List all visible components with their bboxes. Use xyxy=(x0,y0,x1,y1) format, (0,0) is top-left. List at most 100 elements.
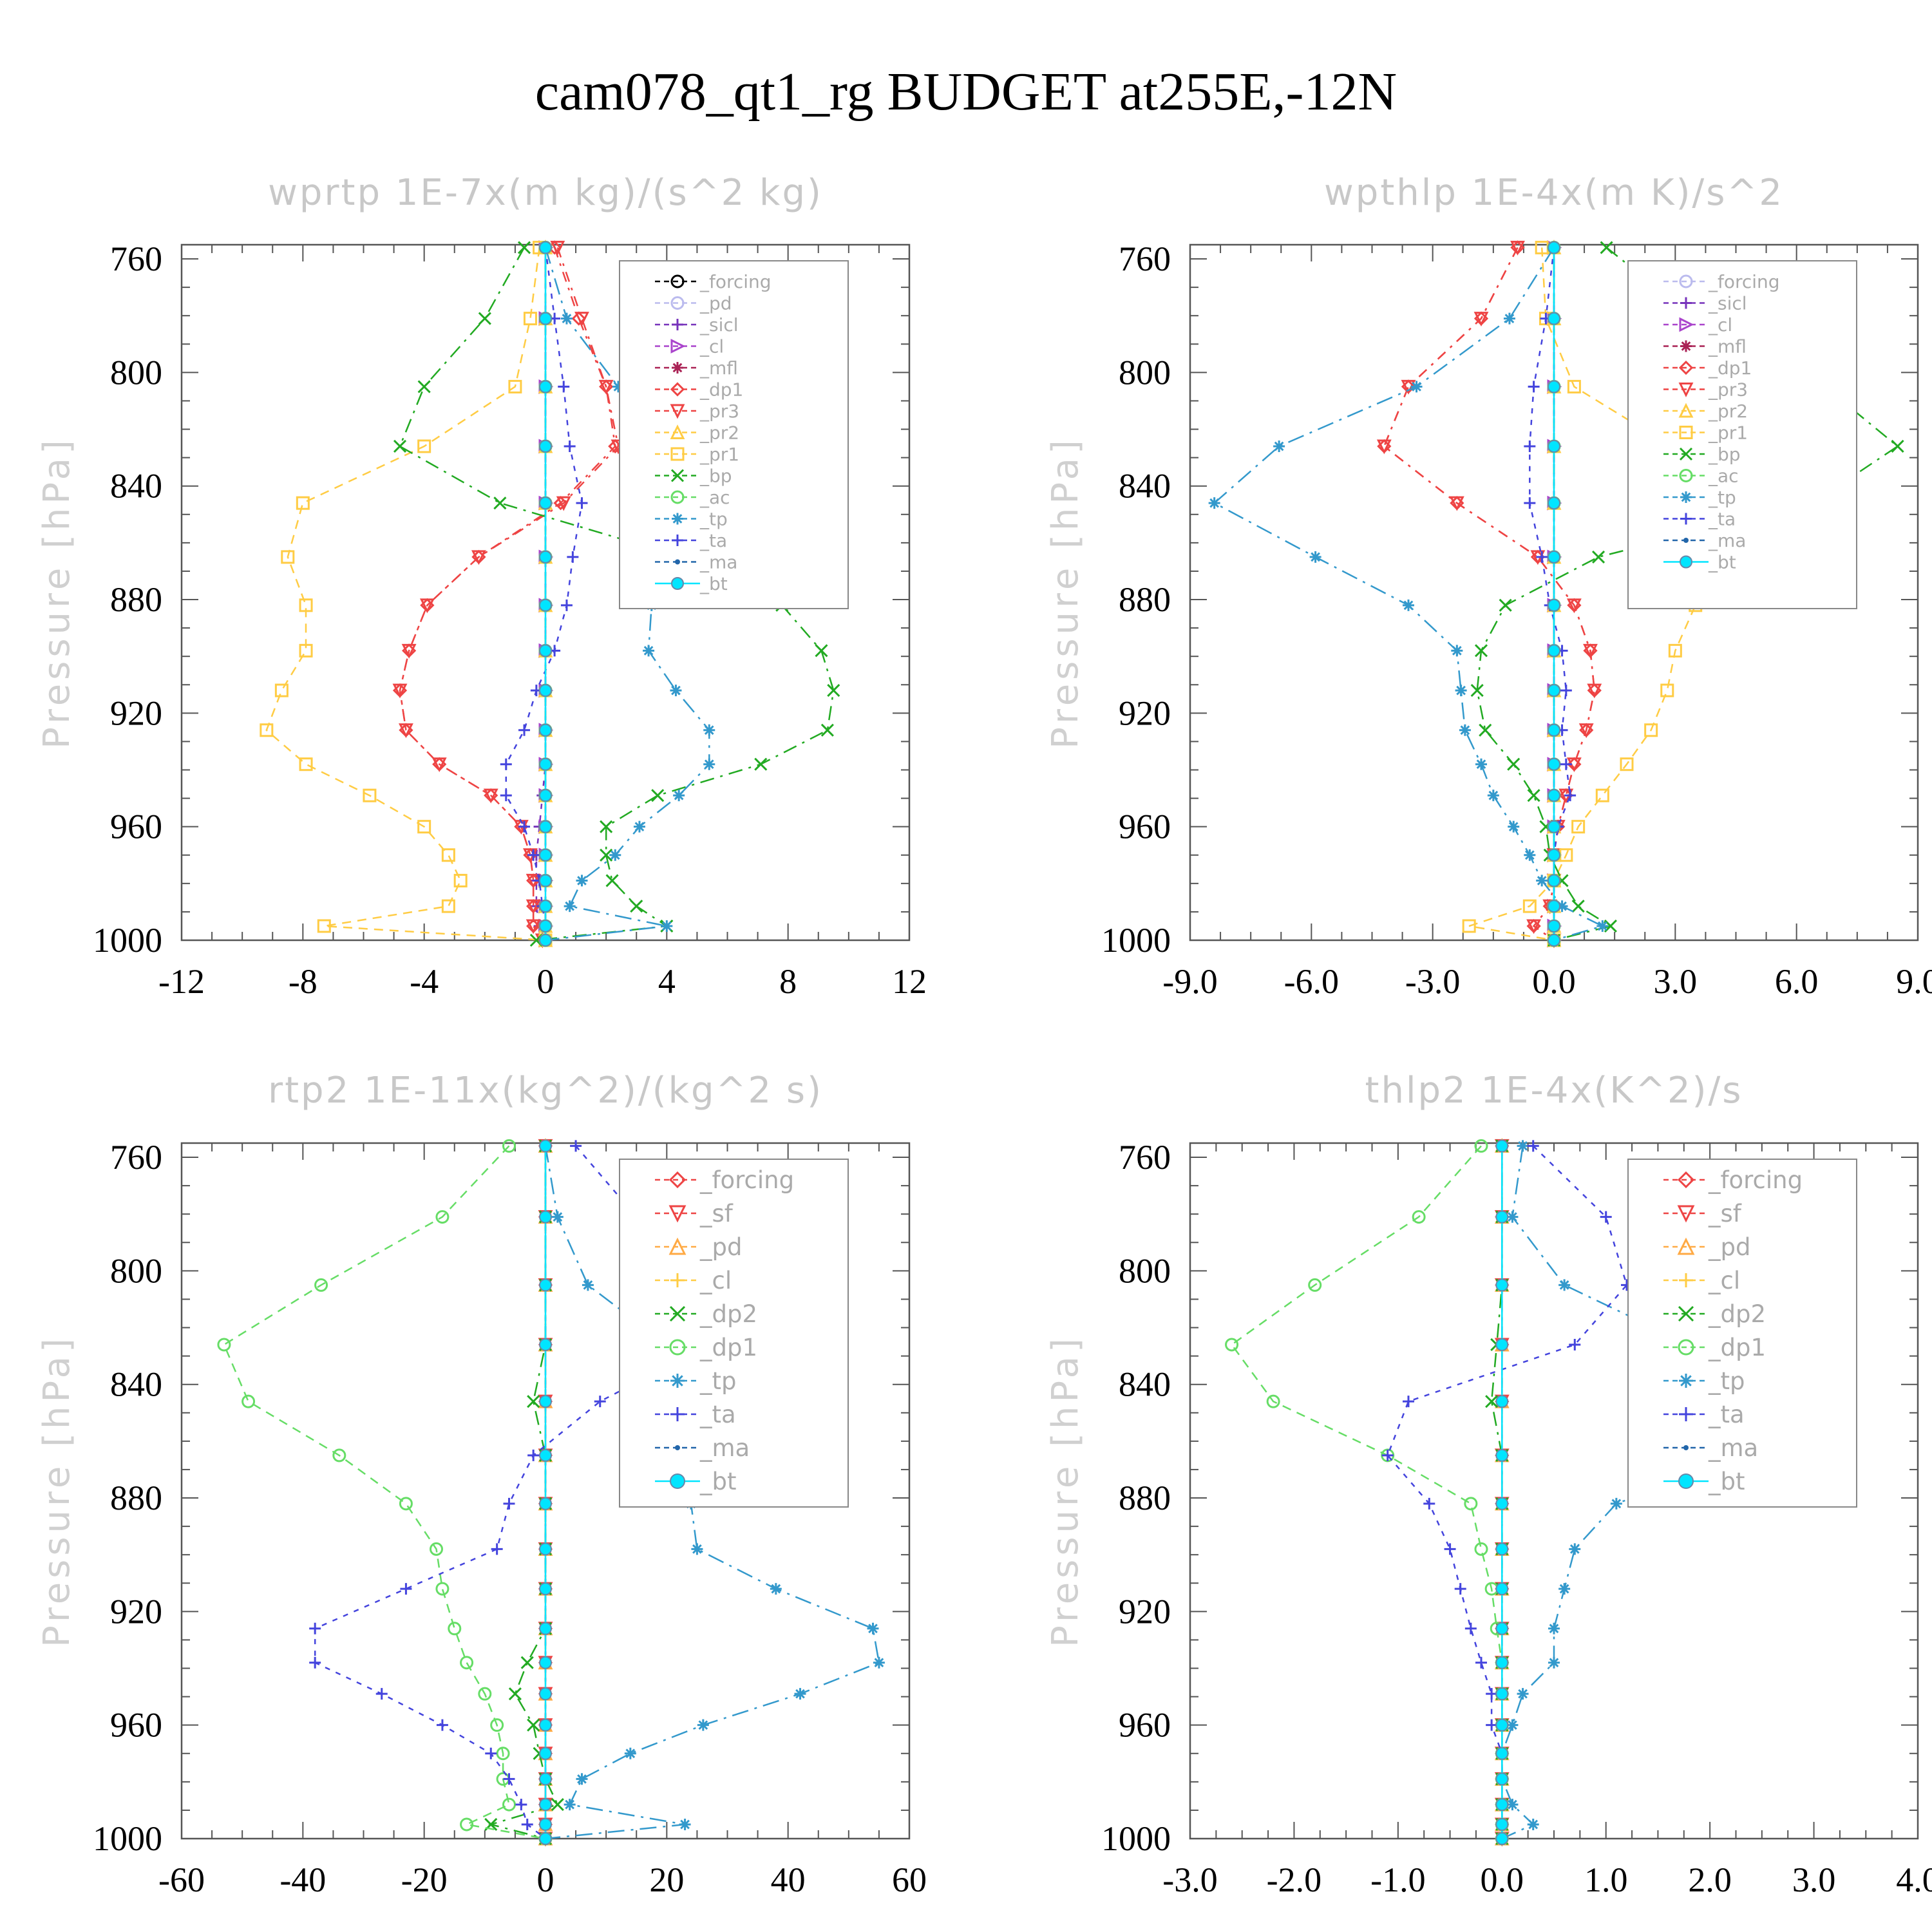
legend-entry: _ma xyxy=(1708,530,1746,551)
data-point xyxy=(1410,381,1423,393)
data-point xyxy=(582,1279,594,1291)
data-point xyxy=(539,497,552,510)
data-point xyxy=(550,240,565,256)
data-point xyxy=(1558,1279,1571,1291)
data-point xyxy=(574,312,589,327)
data-point xyxy=(1548,874,1560,887)
data-point xyxy=(539,874,552,887)
legend-entry: _pr3 xyxy=(699,401,739,422)
data-point xyxy=(453,873,468,887)
data-point xyxy=(594,1396,606,1408)
data-point xyxy=(673,790,685,802)
data-point xyxy=(527,1718,540,1732)
data-point xyxy=(490,1718,504,1732)
data-point xyxy=(441,848,455,862)
data-point xyxy=(539,1747,552,1760)
legend-marker xyxy=(1683,1445,1689,1450)
data-point xyxy=(820,723,834,737)
legend-marker xyxy=(1677,1237,1695,1255)
data-point xyxy=(521,1818,533,1830)
data-point xyxy=(539,1656,552,1669)
y-axis-label: Pressure [hPa] xyxy=(36,1334,78,1647)
data-point xyxy=(242,1394,256,1408)
y-tick-label: 880 xyxy=(1119,580,1171,619)
legend-entry: _dp2 xyxy=(699,1300,757,1328)
data-point xyxy=(317,919,331,933)
data-point xyxy=(1548,1656,1560,1669)
legend-marker xyxy=(670,274,685,289)
legend-box xyxy=(1627,260,1857,609)
data-point xyxy=(1495,1210,1509,1224)
data-point xyxy=(483,788,498,804)
data-point xyxy=(558,381,570,393)
data-point xyxy=(1495,1497,1509,1510)
data-point xyxy=(551,1211,564,1223)
y-tick-label: 880 xyxy=(1119,1479,1171,1517)
data-point xyxy=(564,1799,576,1811)
data-point xyxy=(419,598,435,614)
legend-entry: _bp xyxy=(699,466,732,487)
data-point xyxy=(1495,1395,1509,1408)
data-point xyxy=(260,723,274,737)
data-point xyxy=(1464,1622,1477,1634)
data-point xyxy=(1600,1211,1612,1223)
y-tick-label: 800 xyxy=(1119,1251,1171,1290)
data-point xyxy=(539,848,552,862)
data-point xyxy=(1403,599,1414,611)
legend: _forcing _sf _pd _cl _dp2 _dp1 _tp _ta _ma _bt xyxy=(1627,1159,1857,1508)
data-point xyxy=(393,439,407,453)
legend-entry: _forcing xyxy=(699,1166,794,1194)
data-point xyxy=(1462,919,1476,933)
data-point xyxy=(539,598,552,612)
y-tick-label: 1000 xyxy=(1101,1819,1171,1858)
data-point xyxy=(500,790,512,802)
data-point xyxy=(697,1719,709,1731)
y-tick-label: 760 xyxy=(110,1138,162,1177)
data-point xyxy=(392,683,408,699)
data-point xyxy=(1506,1719,1519,1731)
data-point xyxy=(539,684,552,697)
data-point xyxy=(503,1773,515,1785)
series-line xyxy=(265,247,546,942)
legend-marker xyxy=(670,447,685,461)
data-point xyxy=(460,1817,474,1832)
y-tick-label: 920 xyxy=(110,1592,162,1631)
data-point xyxy=(518,724,531,736)
data-point xyxy=(1595,788,1609,802)
legend-marker xyxy=(1677,1205,1695,1223)
legend-box xyxy=(619,1159,849,1508)
data-point xyxy=(1308,1278,1322,1292)
data-point xyxy=(1891,439,1904,453)
subplot-title: wpthlp 1E-4x(m K)/s^2 xyxy=(1324,172,1784,214)
legend-marker xyxy=(1680,555,1692,569)
data-point xyxy=(508,1687,522,1701)
y-tick-label: 920 xyxy=(110,694,162,732)
legend-marker xyxy=(670,469,685,482)
data-point xyxy=(520,1656,534,1669)
data-point xyxy=(600,848,613,862)
data-point xyxy=(1403,1396,1414,1408)
legend-marker xyxy=(1678,1305,1694,1322)
legend-marker xyxy=(1679,317,1694,332)
data-point xyxy=(1444,1543,1456,1555)
data-point xyxy=(1479,723,1492,737)
y-tick-label: 880 xyxy=(110,580,162,619)
x-tick-label: -4 xyxy=(410,962,439,1001)
data-point xyxy=(526,899,541,914)
x-tick-label: 20 xyxy=(649,1861,684,1899)
data-point xyxy=(539,312,552,325)
data-point xyxy=(539,1798,552,1812)
x-tick-label: -9.0 xyxy=(1162,962,1217,1001)
x-tick-label: -3.0 xyxy=(1405,962,1460,1001)
legend-marker xyxy=(672,319,683,330)
legend-entry: _ta xyxy=(699,1401,736,1428)
x-tick-label: 4 xyxy=(658,962,676,1001)
data-point xyxy=(1495,1798,1509,1812)
legend-entry: _tp xyxy=(1708,1367,1745,1395)
legend-entry: _dp1 xyxy=(1708,1334,1766,1361)
legend-marker xyxy=(672,513,683,525)
data-point xyxy=(539,241,552,254)
data-point xyxy=(539,1718,552,1732)
legend-entry: _cl xyxy=(1708,1267,1740,1294)
legend-marker xyxy=(675,1445,680,1450)
